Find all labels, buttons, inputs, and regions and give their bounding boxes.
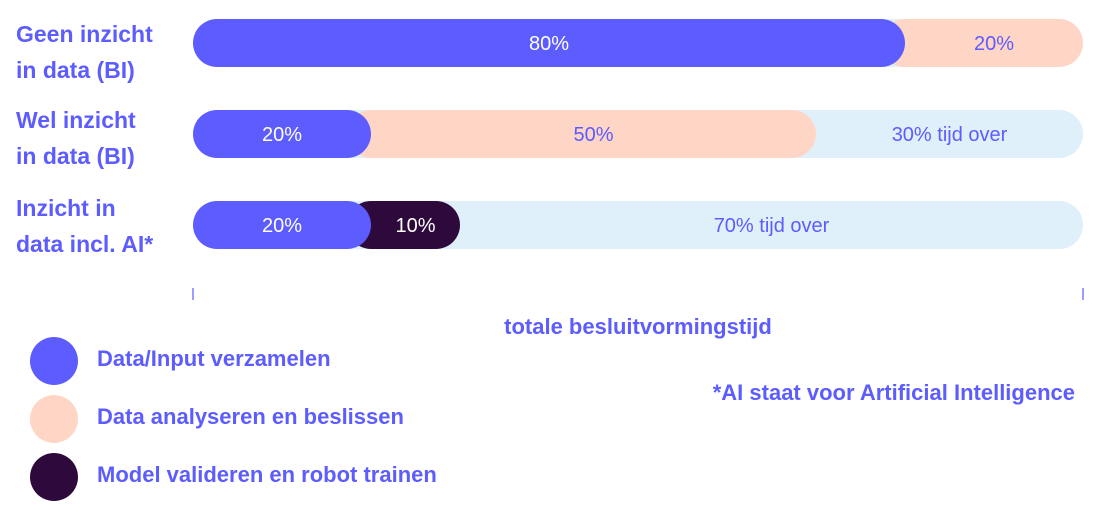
data-label: 80%	[529, 33, 569, 55]
data-label: 20%	[974, 33, 1014, 55]
stacked-bar-chart: 80% 20% 20% 50% 30% tijd over 20% 10% 70% tijd …	[192, 19, 1084, 300]
row-label-line: in data (BI)	[16, 143, 135, 169]
bar-segment-model-valideren-en-robot-trainen	[347, 201, 460, 249]
legend-swatch	[30, 337, 78, 385]
total-time-bracket	[192, 288, 1084, 300]
data-label: 70% tijd over	[714, 215, 830, 237]
row-label-line: data incl. AI*	[16, 231, 154, 257]
row-label-inzicht-ai: Inzicht in data incl. AI*	[16, 190, 186, 262]
data-label: 30% tijd over	[892, 124, 1008, 146]
data-label: 20%	[262, 215, 302, 237]
row-label-line: Wel inzicht	[16, 107, 136, 133]
data-label: 10%	[395, 215, 435, 237]
data-label: 20%	[262, 124, 302, 146]
row-label-geen-inzicht: Geen inzicht in data (BI)	[16, 16, 186, 88]
x-axis-label: totale besluitvormingstijd	[504, 314, 772, 339]
legend-label: Data/Input verzamelen	[97, 346, 331, 371]
bar-segment-	[436, 201, 1083, 249]
legend-label: Model valideren en robot trainen	[97, 462, 437, 487]
row-label-wel-inzicht: Wel inzicht in data (BI)	[16, 102, 186, 174]
row-label-line: Geen inzicht	[16, 21, 153, 47]
row-label-line: Inzicht in	[16, 195, 116, 221]
legend-swatch	[30, 453, 78, 501]
bar-segment-data-analyseren-en-beslissen	[347, 110, 816, 158]
bar-segment-data-input-verzamelen	[193, 110, 371, 158]
legend-swatch	[30, 395, 78, 443]
bar-segment-data-analyseren-en-beslissen	[881, 19, 1083, 67]
footnote: *AI staat voor Artificial Intelligence	[712, 380, 1075, 405]
bar-segment-data-input-verzamelen	[193, 19, 905, 67]
row-label-line: in data (BI)	[16, 57, 135, 83]
data-label: 50%	[573, 124, 613, 146]
bar-segment-data-input-verzamelen	[193, 201, 371, 249]
bar-segment-	[792, 110, 1083, 158]
legend-label: Data analyseren en beslissen	[97, 404, 404, 429]
